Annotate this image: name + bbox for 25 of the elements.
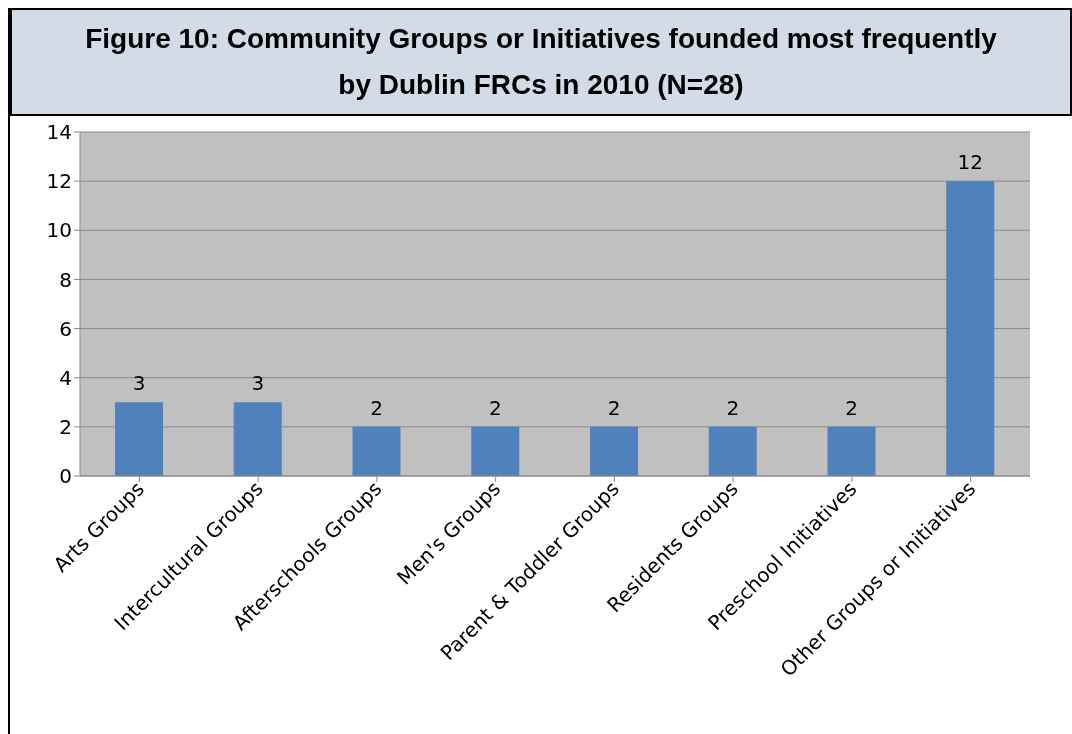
y-tick-label: 8 bbox=[59, 267, 72, 292]
bar bbox=[233, 402, 282, 476]
bar bbox=[352, 426, 401, 476]
bar bbox=[946, 181, 995, 476]
bar bbox=[115, 402, 163, 476]
data-label: 2 bbox=[488, 395, 502, 420]
data-label: 3 bbox=[132, 371, 146, 396]
bar bbox=[827, 426, 876, 476]
y-tick-label: 12 bbox=[46, 169, 72, 194]
data-label: 2 bbox=[845, 395, 858, 420]
y-tick-label: 0 bbox=[59, 464, 72, 489]
y-tick-label: 10 bbox=[46, 218, 72, 243]
bar bbox=[471, 426, 520, 476]
chart-title: Figure 10: Community Groups or Initiatives founded most frequently by Dublin FRCs in 2010 (N=28) bbox=[10, 8, 1072, 116]
data-label: 3 bbox=[251, 371, 265, 396]
bar bbox=[708, 426, 757, 476]
data-label: 12 bbox=[957, 150, 983, 175]
y-tick-label: 14 bbox=[46, 120, 72, 145]
y-tick-label: 4 bbox=[59, 365, 72, 390]
data-label: 2 bbox=[726, 395, 740, 420]
y-tick-label: 2 bbox=[59, 414, 72, 439]
data-label: 2 bbox=[370, 395, 383, 420]
y-tick-label: 6 bbox=[59, 316, 72, 341]
bar bbox=[590, 426, 638, 476]
data-label: 2 bbox=[607, 395, 621, 420]
